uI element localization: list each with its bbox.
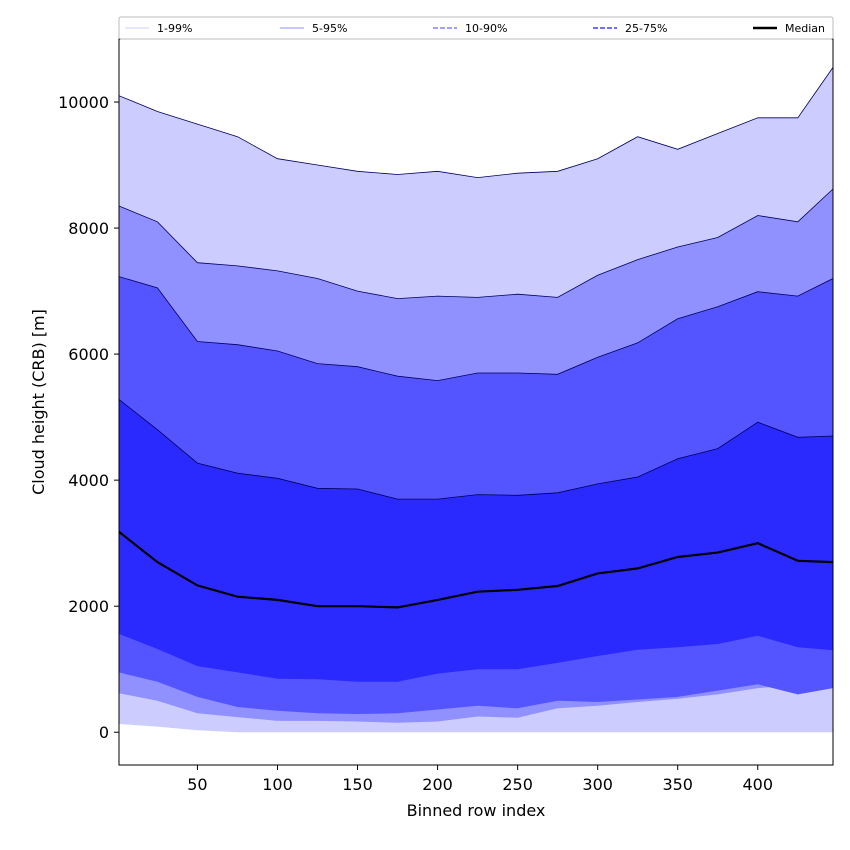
band-p25-p75 — [119, 399, 833, 682]
legend-label: 10-90% — [465, 22, 507, 35]
y-tick-label: 2000 — [68, 597, 109, 616]
percentile-line-p75 — [119, 399, 833, 500]
x-tick-label: 150 — [342, 775, 373, 794]
percentile-line-p99 — [119, 67, 833, 179]
legend-label: 25-75% — [625, 22, 667, 35]
legend-frame — [118, 16, 834, 40]
y-tick-label: 8000 — [68, 219, 109, 238]
x-tick-label: 300 — [582, 775, 613, 794]
x-axis-ticks: 50 100 150 200 250 300 350 400 — [187, 765, 773, 794]
y-tick-label: 6000 — [68, 345, 109, 364]
x-tick-label: 400 — [742, 775, 773, 794]
percentile-line-p90 — [119, 276, 833, 382]
legend-label: 5-95% — [312, 22, 347, 35]
x-tick-label: 100 — [262, 775, 293, 794]
x-axis-label: Binned row index — [407, 801, 546, 820]
y-axis-ticks: 0 2000 4000 6000 8000 10000 — [58, 93, 119, 742]
median-line — [119, 530, 833, 609]
x-tick-label: 250 — [502, 775, 533, 794]
x-tick-label: 350 — [662, 775, 693, 794]
y-tick-label: 10000 — [58, 93, 109, 112]
legend: 1-99% 5-95% 10-90% 25-75% Median — [118, 16, 834, 40]
legend-label: 1-99% — [157, 22, 192, 35]
percentile-line-p95 — [119, 188, 833, 300]
percentile-bands — [119, 67, 833, 733]
x-tick-label: 50 — [187, 775, 207, 794]
y-tick-label: 4000 — [68, 471, 109, 490]
x-tick-label: 200 — [422, 775, 453, 794]
y-axis-label: Cloud height (CRB) [m] — [29, 309, 48, 495]
legend-label: Median — [785, 22, 825, 35]
y-tick-label: 0 — [99, 723, 109, 742]
median-layer — [119, 530, 833, 609]
